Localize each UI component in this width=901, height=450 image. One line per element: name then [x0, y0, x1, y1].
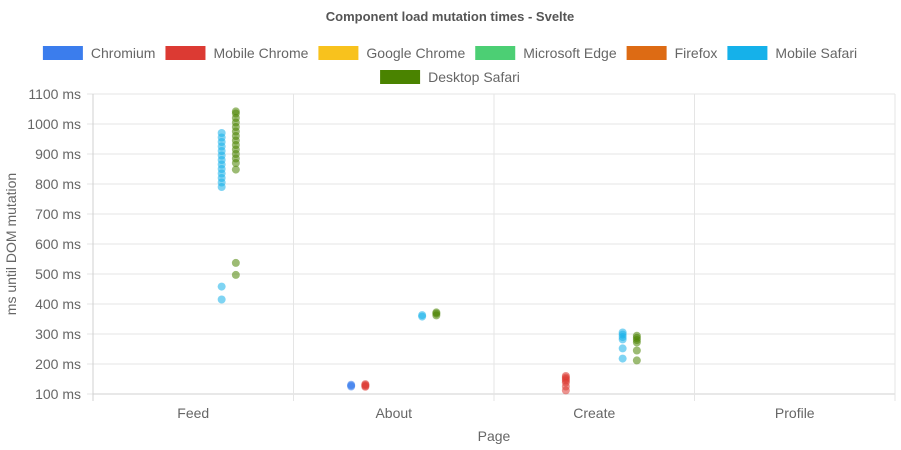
- y-tick-label: 400 ms: [35, 296, 81, 312]
- y-tick-label: 900 ms: [35, 146, 81, 162]
- legend-item[interactable]: Microsoft Edge: [475, 45, 617, 61]
- legend-label: Chromium: [91, 45, 156, 61]
- legend-label: Mobile Safari: [775, 45, 857, 61]
- data-point: [217, 295, 226, 304]
- legend-label: Firefox: [675, 45, 718, 61]
- data-point: [632, 331, 641, 340]
- legend-label: Mobile Chrome: [213, 45, 308, 61]
- y-tick-label: 300 ms: [35, 326, 81, 342]
- legend-label: Desktop Safari: [428, 69, 520, 85]
- data-point: [632, 346, 641, 355]
- legend-item[interactable]: Firefox: [626, 45, 718, 61]
- data-point: [231, 270, 240, 279]
- data-point: [418, 311, 427, 320]
- y-tick-label: 500 ms: [35, 266, 81, 282]
- y-gridlines: [87, 93, 895, 395]
- y-tick-label: 800 ms: [35, 176, 81, 192]
- legend-swatch: [727, 46, 768, 60]
- data-point: [618, 354, 627, 363]
- x-tick-label: About: [375, 405, 412, 421]
- data-point: [231, 107, 240, 116]
- y-tick-label: 100 ms: [35, 386, 81, 402]
- x-tick-label: Create: [573, 405, 615, 421]
- y-tick-label: 700 ms: [35, 206, 81, 222]
- data-point: [347, 380, 356, 389]
- y-tick-label: 600 ms: [35, 236, 81, 252]
- legend-item[interactable]: Google Chrome: [318, 45, 465, 61]
- y-tick-label: 1100 ms: [28, 86, 81, 102]
- legend-swatch: [318, 46, 359, 60]
- data-point: [361, 380, 370, 389]
- data-point: [561, 372, 570, 380]
- y-tick-label: 200 ms: [35, 356, 81, 372]
- y-axis-ticks: 100 ms 200 ms 300 ms 400 ms 500 ms 600 ms 700 …: [27, 86, 81, 402]
- legend: Chromium Mobile Chrome Google Chrome Micros…: [42, 45, 857, 85]
- x-axis-title: Page: [478, 428, 511, 444]
- legend-swatch: [380, 70, 421, 84]
- legend-swatch: [475, 46, 516, 60]
- legend-swatch: [42, 46, 83, 60]
- data-point: [618, 344, 627, 353]
- x-tick-label: Profile: [775, 405, 815, 421]
- data-points: [217, 107, 641, 395]
- data-point: [432, 308, 441, 317]
- y-axis-title: ms until DOM mutation: [3, 173, 19, 315]
- legend-item[interactable]: Chromium: [42, 45, 156, 61]
- y-tick-label: 1000 ms: [27, 116, 81, 132]
- legend-swatch: [626, 46, 667, 60]
- data-point: [231, 258, 240, 267]
- x-tick-label: Feed: [177, 405, 209, 421]
- legend-swatch: [165, 46, 206, 60]
- data-point: [231, 165, 240, 174]
- legend-item[interactable]: Mobile Chrome: [165, 45, 309, 61]
- data-point: [632, 356, 641, 365]
- legend-item[interactable]: Desktop Safari: [380, 69, 520, 85]
- legend-label: Microsoft Edge: [523, 45, 617, 61]
- data-point: [217, 282, 226, 291]
- x-gridlines: [92, 94, 896, 401]
- chart-title: Component load mutation times - Svelte: [326, 9, 574, 24]
- legend-item[interactable]: Mobile Safari: [727, 45, 857, 61]
- data-point: [217, 129, 226, 137]
- data-point: [618, 328, 627, 337]
- x-axis-ticks: Feed About Create Profile: [177, 405, 815, 421]
- legend-label: Google Chrome: [366, 45, 465, 61]
